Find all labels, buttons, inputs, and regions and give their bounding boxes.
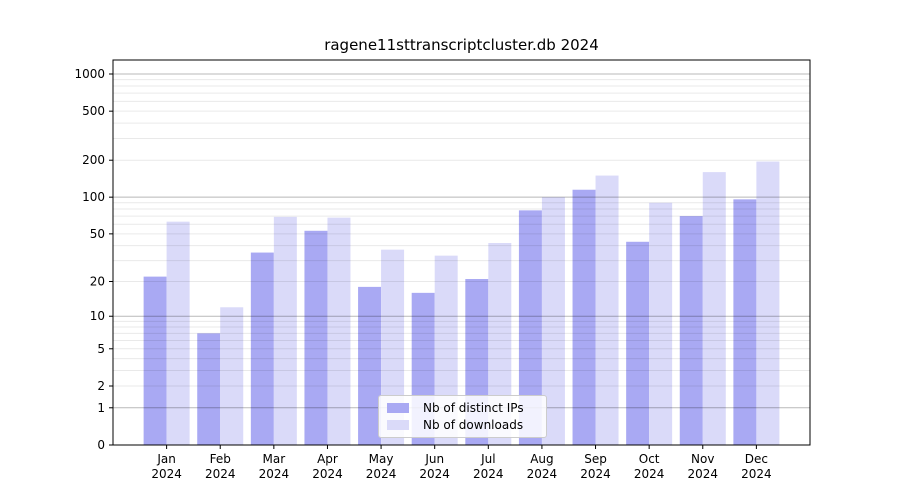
bar-distinct-ips-mar	[250, 252, 274, 445]
axis-labels: 01251020501002005001000Jan2024Feb2024Mar…	[74, 67, 771, 481]
x-tick-year-nov: 2024	[687, 467, 718, 481]
x-tick-month-jan: Jan	[156, 452, 176, 466]
x-tick-month-feb: Feb	[210, 452, 231, 466]
x-tick-year-jan: 2024	[151, 467, 182, 481]
legend-swatch-downloads-icon	[387, 420, 409, 430]
legend-label-distinct-ips: Nb of distinct IPs	[423, 401, 524, 415]
gridlines	[113, 73, 810, 409]
x-tick-year-oct: 2024	[634, 467, 665, 481]
bar-downloads-aug	[541, 197, 565, 445]
y-tick-label-1000: 1000	[74, 67, 105, 81]
x-tick-month-jul: Jul	[480, 452, 495, 466]
bar-downloads-dec	[756, 161, 780, 445]
y-tick-label-0: 0	[97, 438, 105, 452]
x-tick-month-mar: Mar	[263, 452, 286, 466]
bar-distinct-ips-oct	[626, 241, 650, 445]
x-tick-year-dec: 2024	[741, 467, 772, 481]
x-tick-year-apr: 2024	[312, 467, 343, 481]
x-tick-month-nov: Nov	[691, 452, 714, 466]
bar-downloads-apr	[327, 217, 351, 445]
x-tick-month-apr: Apr	[317, 452, 338, 466]
y-tick-label-10: 10	[90, 309, 105, 323]
x-tick-month-may: May	[369, 452, 394, 466]
bar-distinct-ips-dec	[733, 199, 757, 445]
bar-distinct-ips-jan	[143, 276, 167, 445]
bar-downloads-mar	[273, 216, 297, 445]
bar-downloads-jan	[166, 221, 190, 445]
x-tick-year-feb: 2024	[205, 467, 236, 481]
y-tick-label-500: 500	[82, 104, 105, 118]
x-tick-month-jun: Jun	[424, 452, 444, 466]
axes	[109, 59, 811, 449]
bar-distinct-ips-sep	[572, 189, 596, 445]
x-tick-month-oct: Oct	[639, 452, 660, 466]
y-tick-label-200: 200	[82, 153, 105, 167]
bar-distinct-ips-nov	[679, 216, 703, 445]
y-tick-label-2: 2	[97, 379, 105, 393]
bar-downloads-oct	[649, 202, 673, 445]
x-tick-month-aug: Aug	[530, 452, 553, 466]
legend: Nb of distinct IPs Nb of downloads	[378, 395, 547, 438]
bar-distinct-ips-may	[358, 286, 382, 445]
legend-swatch-distinct-ips-icon	[387, 403, 409, 413]
x-tick-year-jun: 2024	[419, 467, 450, 481]
bar-downloads-jul	[488, 243, 512, 445]
x-tick-year-aug: 2024	[527, 467, 558, 481]
bar-distinct-ips-aug	[518, 210, 542, 445]
x-tick-month-dec: Dec	[745, 452, 768, 466]
y-tick-label-1: 1	[97, 401, 105, 415]
bar-downloads-nov	[702, 172, 726, 446]
y-tick-label-50: 50	[90, 227, 105, 241]
bar-distinct-ips-apr	[304, 230, 328, 445]
legend-label-downloads: Nb of downloads	[423, 418, 524, 432]
x-tick-year-may: 2024	[366, 467, 397, 481]
x-tick-year-jul: 2024	[473, 467, 504, 481]
chart-title: ragene11sttranscriptcluster.db 2024	[324, 36, 599, 54]
y-tick-label-5: 5	[97, 342, 105, 356]
bar-downloads-sep	[595, 175, 619, 445]
x-tick-month-sep: Sep	[584, 452, 607, 466]
y-tick-label-20: 20	[90, 275, 105, 289]
legend-item-downloads: Nb of downloads	[387, 418, 538, 432]
x-tick-year-sep: 2024	[580, 467, 611, 481]
bar-downloads-feb	[220, 307, 244, 445]
bar-distinct-ips-feb	[197, 333, 221, 445]
x-tick-year-mar: 2024	[259, 467, 290, 481]
y-tick-label-100: 100	[82, 190, 105, 204]
legend-item-distinct-ips: Nb of distinct IPs	[387, 401, 538, 415]
